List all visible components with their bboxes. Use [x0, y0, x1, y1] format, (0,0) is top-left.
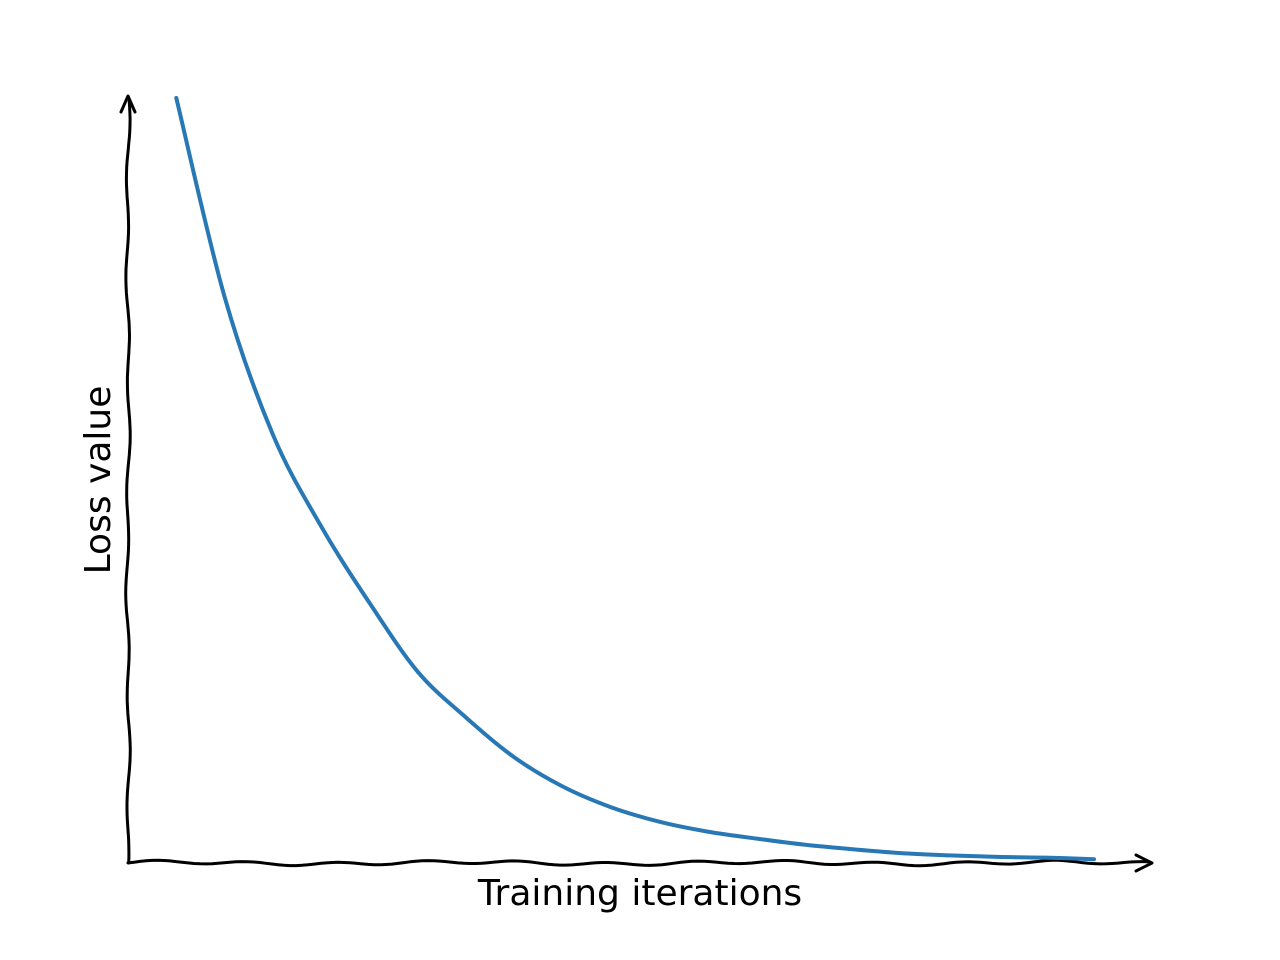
y-axis-label: Loss value: [78, 386, 119, 575]
series-layer: [174, 96, 1096, 862]
x-axis-label: Training iterations: [477, 873, 802, 914]
series-line-loss: [174, 96, 1096, 862]
y-axis-line: [124, 99, 132, 865]
axes: [119, 94, 1154, 873]
x-axis-line: [126, 858, 1150, 868]
y-axis-arrowhead: [119, 94, 137, 114]
x-axis-arrowhead: [1134, 853, 1154, 873]
